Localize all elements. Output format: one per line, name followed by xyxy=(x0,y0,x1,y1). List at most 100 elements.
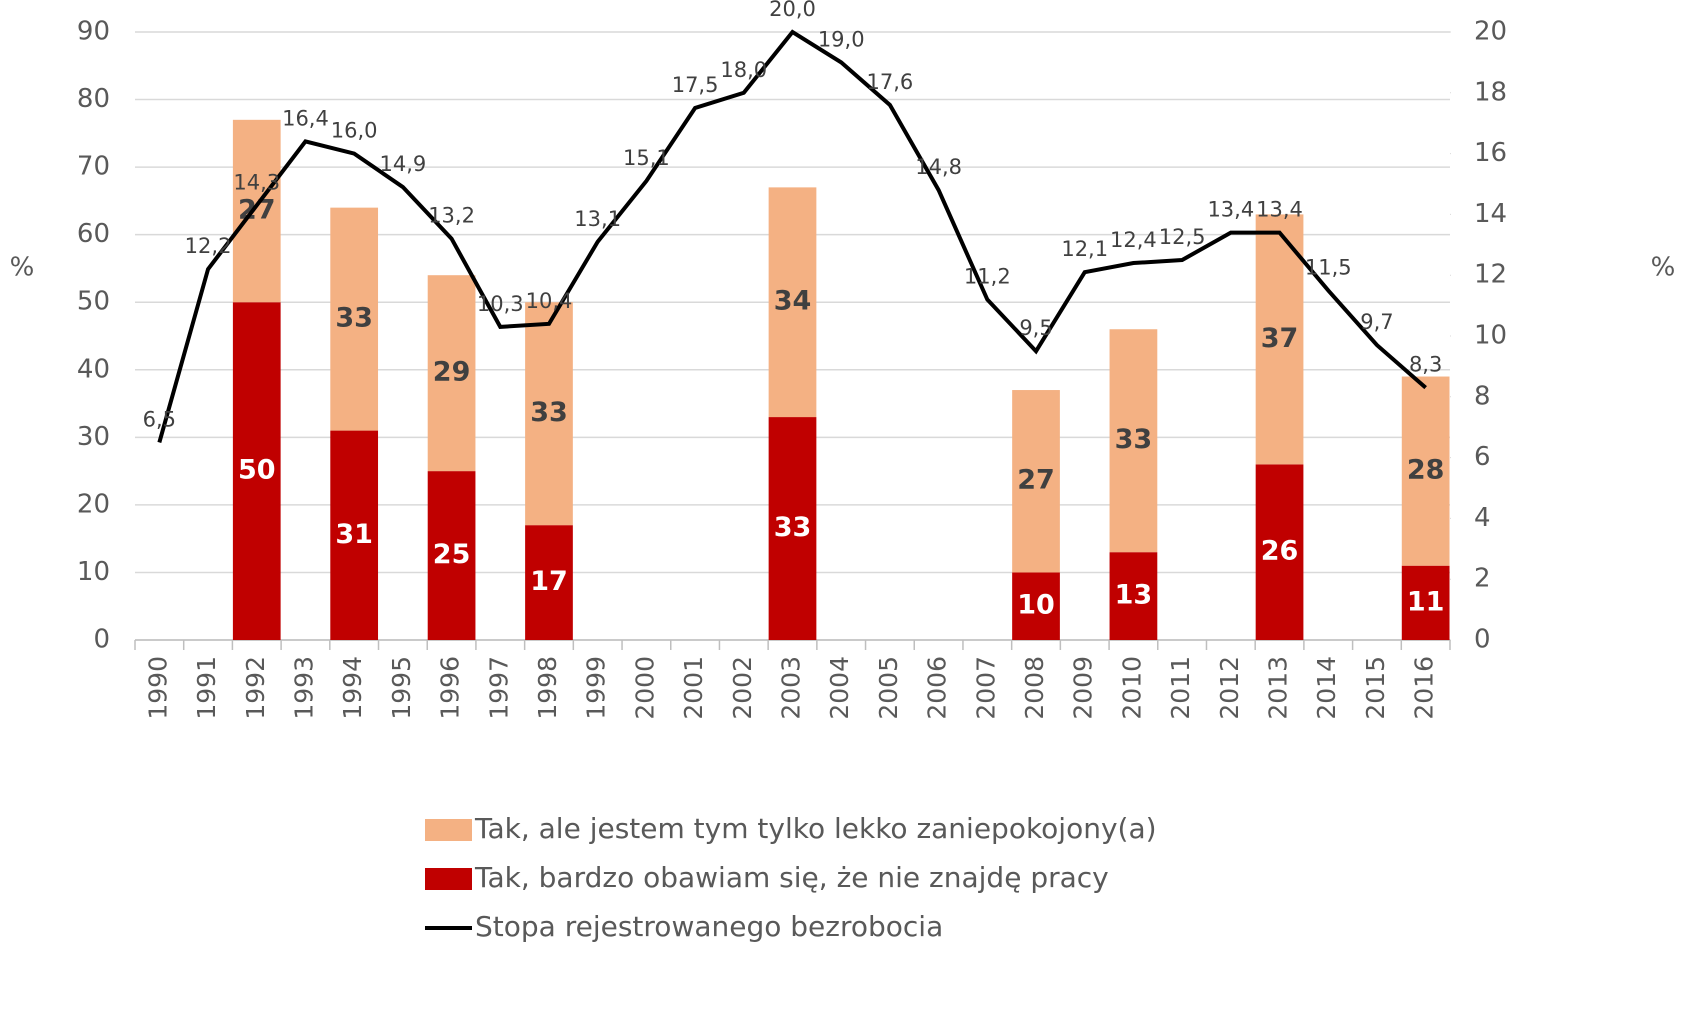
line-value-label: 10,4 xyxy=(526,289,573,313)
line-value-label: 13,4 xyxy=(1256,198,1303,222)
bar-segment xyxy=(1012,390,1060,573)
line-value-label: 8,3 xyxy=(1409,353,1442,377)
bar-segment xyxy=(330,207,379,431)
bar-value-label: 37 xyxy=(1261,323,1299,354)
line-series xyxy=(157,29,1427,443)
x-tick-label: 2001 xyxy=(679,656,708,720)
x-tick-label: 2008 xyxy=(1020,656,1049,720)
bar-segment xyxy=(1255,214,1304,465)
line-value-label: 17,5 xyxy=(672,73,719,97)
y-tick-label: 0 xyxy=(93,625,110,655)
y-axis-label: % xyxy=(10,253,35,283)
line-value-label: 17,6 xyxy=(867,70,914,94)
x-tick-label: 2006 xyxy=(923,656,952,720)
bar-value-label: 28 xyxy=(1407,455,1445,486)
x-tick-label: 1998 xyxy=(533,656,562,720)
y2-tick-label: 2 xyxy=(1474,564,1491,594)
y-tick-label: 60 xyxy=(77,219,110,249)
y-tick-label: 20 xyxy=(77,489,110,519)
x-tick-label: 2003 xyxy=(777,656,806,720)
line-value-label: 6,5 xyxy=(143,407,176,431)
line-value-label: 14,3 xyxy=(233,170,280,194)
y2-tick-label: 18 xyxy=(1474,77,1507,107)
y2-tick-label: 12 xyxy=(1474,260,1507,290)
x-tick-label: 2010 xyxy=(1117,656,1146,720)
bar-value-label: 33 xyxy=(1115,424,1153,455)
line-value-label: 9,7 xyxy=(1360,310,1393,334)
bar-segment xyxy=(768,187,817,418)
x-tick-label: 2013 xyxy=(1264,656,1293,720)
y2-tick-label: 8 xyxy=(1474,381,1491,411)
x-tick-label: 1991 xyxy=(192,656,221,720)
y2-tick-label: 10 xyxy=(1474,321,1507,351)
x-tick-label: 1990 xyxy=(143,656,172,720)
x-tick-label: 2011 xyxy=(1166,656,1195,720)
bar-value-label: 33 xyxy=(774,512,812,543)
x-tick-label: 2014 xyxy=(1312,656,1341,720)
x-tick-label: 2012 xyxy=(1215,656,1244,720)
line-value-label: 18,0 xyxy=(720,58,767,82)
line-value-label: 12,4 xyxy=(1110,228,1157,252)
bar-segment xyxy=(330,430,379,640)
legend-swatch xyxy=(425,868,472,890)
legend-label: Tak, ale jestem tym tylko lekko zaniepok… xyxy=(474,812,1157,845)
x-tick-label: 2000 xyxy=(630,656,659,720)
y2-axis-label: % xyxy=(1651,253,1676,283)
y2-tick-label: 4 xyxy=(1474,503,1491,533)
line-value-label: 12,2 xyxy=(185,234,232,258)
x-tick-label: 2015 xyxy=(1361,656,1390,720)
x-tick-label: 1994 xyxy=(338,656,367,720)
bar-segment xyxy=(525,525,573,640)
y-tick-label: 80 xyxy=(77,84,110,114)
bar-segment xyxy=(232,302,281,640)
line-value-label: 16,0 xyxy=(331,119,378,143)
x-tick-label: 1996 xyxy=(436,656,465,720)
legend-swatch xyxy=(425,819,472,841)
bar-value-label: 10 xyxy=(1017,590,1055,621)
legend-label: Stopa rejestrowanego bezrobocia xyxy=(475,910,943,943)
line-value-label: 9,5 xyxy=(1019,316,1052,340)
x-tick-label: 1997 xyxy=(484,656,513,720)
y-tick-label: 40 xyxy=(77,354,110,384)
bar-segment xyxy=(525,302,573,526)
x-tick-label: 2005 xyxy=(874,656,903,720)
y2-tick-label: 16 xyxy=(1474,138,1507,168)
line-value-label: 20,0 xyxy=(769,0,816,21)
x-tick-label: 2007 xyxy=(971,656,1000,720)
bar-segment xyxy=(1109,329,1158,553)
bar-segment xyxy=(1401,565,1450,640)
y2-tick-label: 20 xyxy=(1474,17,1507,47)
x-tick-label: 2004 xyxy=(825,656,854,720)
x-tick-label: 2016 xyxy=(1410,656,1439,720)
bar-segment xyxy=(232,119,281,303)
line-value-label: 13,2 xyxy=(428,204,475,228)
line-value-label: 12,1 xyxy=(1061,237,1108,261)
y-tick-label: 70 xyxy=(77,152,110,182)
bar-value-label: 31 xyxy=(335,519,373,550)
bar-value-label: 33 xyxy=(530,397,568,428)
x-tick-label: 1993 xyxy=(289,656,318,720)
x-tick-label: 2009 xyxy=(1069,656,1098,720)
x-tick-label: 1995 xyxy=(387,656,416,720)
bar-segment xyxy=(427,471,476,640)
bar-value-label: 34 xyxy=(774,286,812,317)
bar-segment xyxy=(768,417,817,640)
bar-value-label: 27 xyxy=(1017,465,1055,496)
bar-value-label: 33 xyxy=(335,303,373,334)
x-tick-label: 1999 xyxy=(582,656,611,720)
bar-value-label: 25 xyxy=(433,539,471,570)
line-value-label: 13,1 xyxy=(574,207,621,231)
line-value-label: 13,4 xyxy=(1207,198,1254,222)
legend-label: Tak, bardzo obawiam się, że nie znajdę p… xyxy=(474,861,1109,894)
y-tick-label: 50 xyxy=(77,287,110,317)
bar-segment xyxy=(1255,464,1304,640)
bar-segment xyxy=(1109,552,1158,640)
line-value-label: 12,5 xyxy=(1159,225,1206,249)
x-tick-label: 2002 xyxy=(728,656,757,720)
bar-value-label: 11 xyxy=(1407,586,1445,617)
x-tick-label: 1992 xyxy=(241,656,270,720)
y-tick-label: 10 xyxy=(77,557,110,587)
bar-value-label: 17 xyxy=(530,566,568,597)
bar-value-label: 13 xyxy=(1115,580,1153,611)
